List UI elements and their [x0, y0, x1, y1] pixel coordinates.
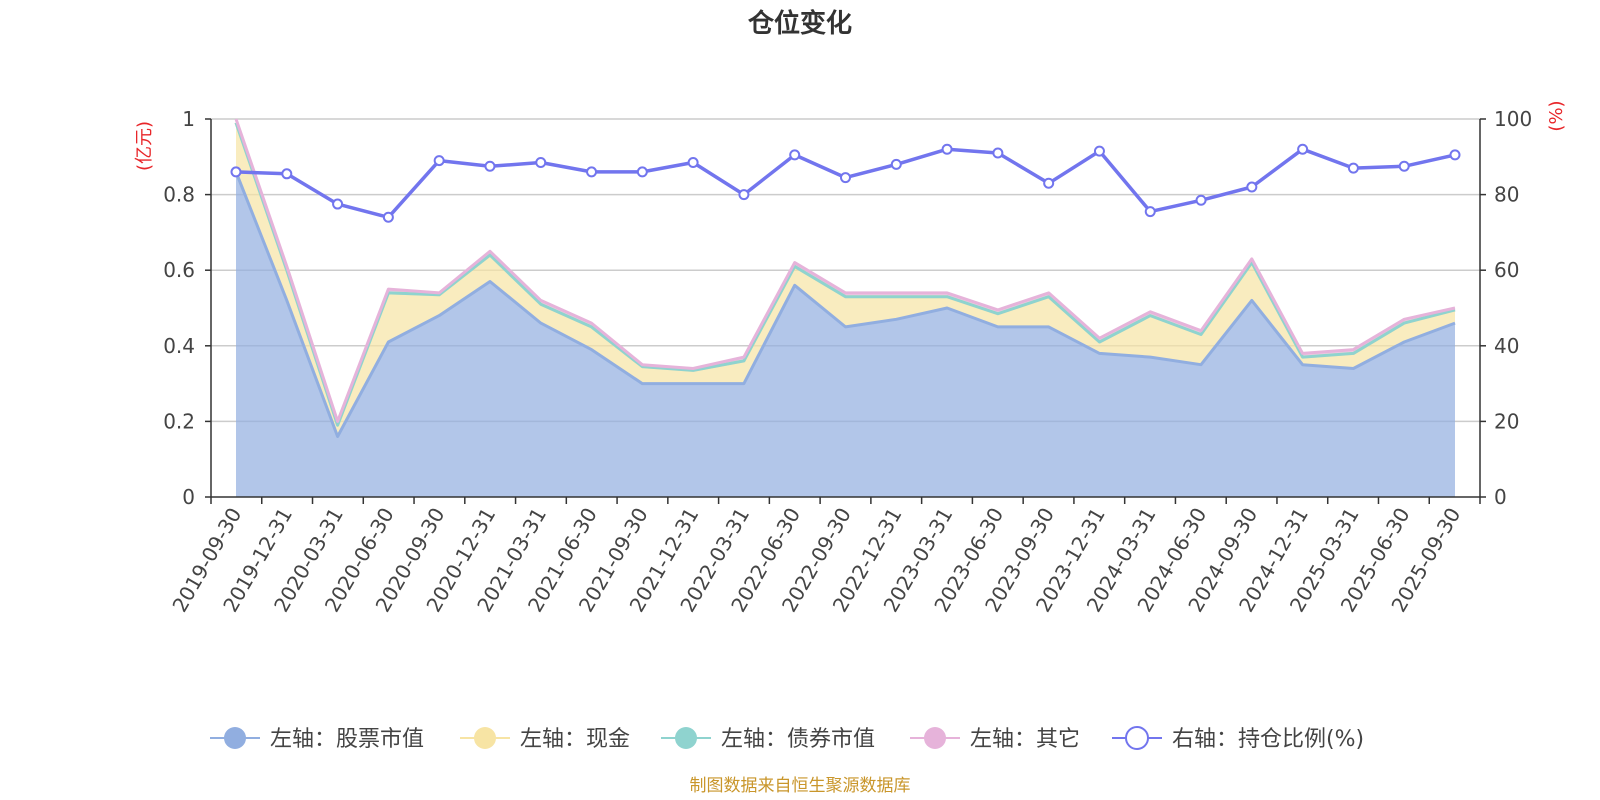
- holding-ratio-point: [687, 156, 699, 168]
- holding-ratio-point: [433, 155, 445, 167]
- y-right-tick-label: 100: [1494, 107, 1532, 131]
- y-left-tick-label: 1: [182, 107, 195, 131]
- left-axis-unit: (亿元): [134, 121, 155, 171]
- holding-ratio-point: [1398, 160, 1410, 172]
- area-左轴：现金: [236, 122, 1455, 437]
- legend-marker: [474, 727, 496, 749]
- y-right-tick-label: 40: [1494, 334, 1519, 358]
- y-left-tick-label: 0.2: [163, 409, 195, 433]
- holding-ratio-point: [636, 166, 648, 178]
- legend-marker: [675, 727, 697, 749]
- holding-ratio-point: [789, 149, 801, 161]
- holding-ratio-point: [941, 143, 953, 155]
- line-左轴：债券市值: [234, 122, 1456, 427]
- holding-ratio-point: [1195, 194, 1207, 206]
- legend-label: 左轴：现金: [520, 727, 630, 752]
- line-左轴：其它: [234, 118, 1456, 423]
- holding-ratio-point: [992, 147, 1004, 159]
- holding-ratio-point: [1144, 206, 1156, 218]
- holding-ratio-point: [1449, 149, 1461, 161]
- y-left-tick-label: 0.4: [163, 334, 195, 358]
- holding-ratio-point: [890, 158, 902, 170]
- legend-item[interactable]: 左轴：债券市值: [661, 727, 875, 752]
- holding-ratio-point: [484, 160, 496, 172]
- holding-ratio-point: [1246, 181, 1258, 193]
- holding-ratio-point: [840, 172, 851, 184]
- legend-label: 右轴：持仓比例(%): [1172, 727, 1364, 752]
- chart-title: 仓位变化: [747, 8, 852, 39]
- legend-item[interactable]: 右轴：持仓比例(%): [1112, 726, 1364, 752]
- holding-ratio-point: [535, 156, 547, 168]
- y-right-tick-label: 0: [1494, 485, 1507, 509]
- holding-ratio-point: [382, 211, 394, 223]
- holding-ratio-point: [281, 168, 293, 180]
- legend-label: 左轴：其它: [970, 727, 1080, 752]
- right-axis-unit: (%): [1546, 100, 1567, 131]
- legend-item[interactable]: 左轴：股票市值: [210, 727, 424, 752]
- legend-marker: [1125, 726, 1149, 750]
- legend: 左轴：股票市值 左轴：现金 左轴：债券市值 左轴：其它 右轴：持仓比例(%): [210, 726, 1364, 752]
- y-right-tick-label: 60: [1494, 258, 1519, 282]
- data-source-note: 制图数据来自恒生聚源数据库: [690, 776, 911, 796]
- line-左轴：股票市值: [234, 171, 1456, 438]
- y-left-tick-label: 0.6: [163, 258, 195, 282]
- holding-ratio-path: [235, 147, 1456, 220]
- y-left-tick-label: 0: [182, 485, 195, 509]
- area-左轴：股票市值: [236, 171, 1455, 497]
- legend-marker: [924, 727, 946, 749]
- holding-ratio-point: [1093, 145, 1105, 157]
- y-left-tick-label: 0.8: [163, 183, 195, 207]
- legend-label: 左轴：债券市值: [721, 727, 875, 752]
- legend-marker: [224, 727, 246, 749]
- legend-label: 左轴：股票市值: [270, 727, 424, 752]
- legend-item[interactable]: 左轴：其它: [910, 727, 1080, 752]
- series-lines: [234, 118, 1456, 438]
- holding-ratio-point: [332, 198, 344, 210]
- holding-ratio-point: [738, 189, 750, 201]
- holding-ratio-line: [230, 143, 1461, 223]
- holding-ratio-point: [230, 166, 242, 178]
- holding-ratio-point: [1297, 143, 1309, 155]
- holding-ratio-point: [1043, 177, 1055, 189]
- holding-ratio-point: [586, 166, 598, 178]
- y-right-tick-label: 80: [1494, 183, 1519, 207]
- stacked-areas: [236, 119, 1455, 497]
- holding-ratio-point: [1347, 162, 1359, 174]
- y-right-tick-label: 20: [1494, 409, 1519, 433]
- legend-item[interactable]: 左轴：现金: [460, 727, 630, 752]
